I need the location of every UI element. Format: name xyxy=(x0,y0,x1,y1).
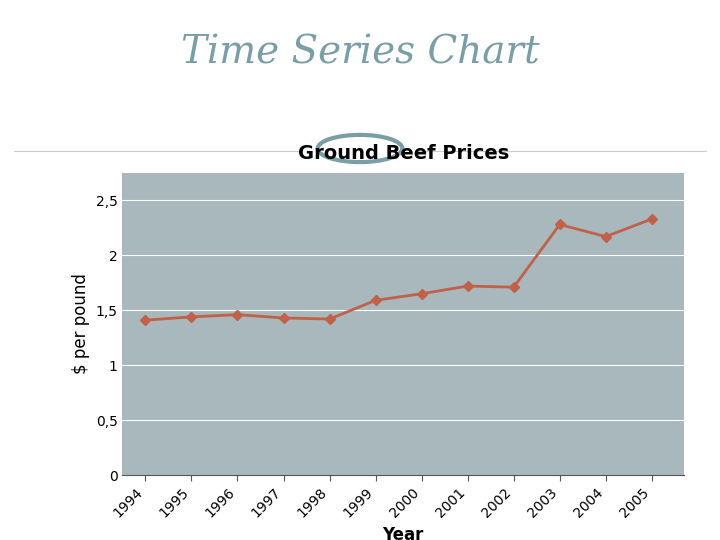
X-axis label: Year: Year xyxy=(382,526,424,540)
Y-axis label: $ per pound: $ per pound xyxy=(72,274,90,374)
Title: Ground Beef Prices: Ground Beef Prices xyxy=(297,144,509,163)
Text: Time Series Chart: Time Series Chart xyxy=(181,35,539,71)
